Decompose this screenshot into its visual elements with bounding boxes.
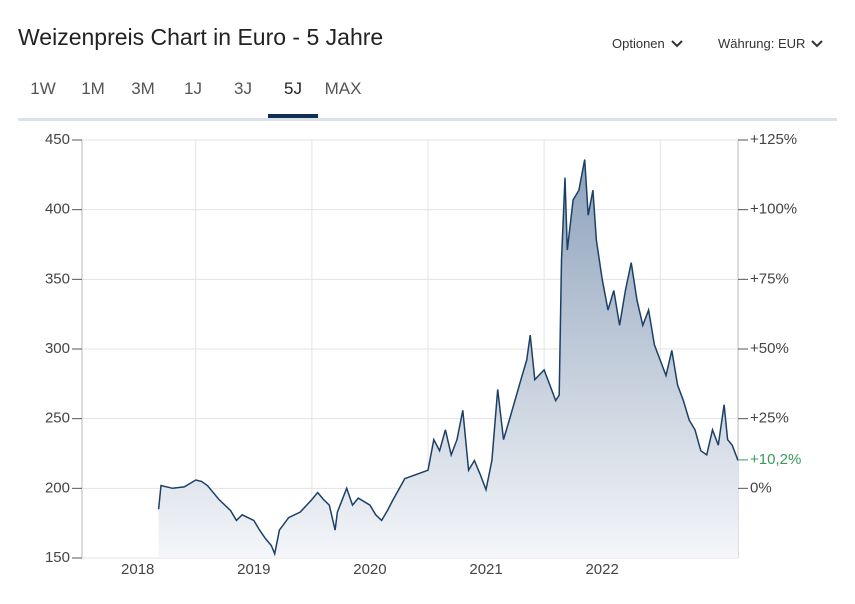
y2-tick-label: +125% xyxy=(750,131,797,148)
x-tick-label: 2019 xyxy=(237,561,270,578)
y-tick-label: 200 xyxy=(45,479,70,496)
chevron xyxy=(811,39,824,47)
y2-tick-label: +100% xyxy=(750,201,797,218)
range-tab[interactable]: 3M xyxy=(131,79,155,98)
range-tab[interactable]: 5J xyxy=(268,70,318,118)
range-tab[interactable]: 1W xyxy=(30,79,56,98)
y2-tick-label: +75% xyxy=(750,270,789,287)
range-tabs: 1W 1M 3M 1J 3J 5J MAX xyxy=(18,70,837,121)
y-tick-label: 250 xyxy=(45,410,70,427)
change-label: +10,2% xyxy=(750,451,801,468)
x-tick-label: 2021 xyxy=(469,561,502,578)
price-line xyxy=(157,159,739,557)
area-fill xyxy=(158,159,739,558)
range-tab[interactable]: 1J xyxy=(184,79,202,98)
chevron xyxy=(671,39,683,47)
y-tick-label: 400 xyxy=(45,201,70,218)
currency-menu[interactable]: Währung: EUR xyxy=(718,36,824,51)
range-tab[interactable]: MAX xyxy=(324,79,362,98)
options-menu[interactable]: Optionen xyxy=(612,36,683,51)
y-tick-label: 150 xyxy=(45,549,70,566)
y2-tick-label: +25% xyxy=(750,410,789,427)
currency-label: Währung: EUR xyxy=(718,36,806,51)
y2-tick-label: +50% xyxy=(750,340,789,357)
y-tick-label: 450 xyxy=(45,131,70,148)
page-title: Weizenpreis Chart in Euro - 5 Jahre xyxy=(18,24,384,50)
y2-tick-label: 0% xyxy=(750,479,772,496)
x-tick-label: 2020 xyxy=(353,561,386,578)
x-tick-label: 2022 xyxy=(585,561,618,578)
y-tick-label: 350 xyxy=(45,270,70,287)
range-tab[interactable]: 3J xyxy=(234,79,252,98)
y-tick-label: 300 xyxy=(45,340,70,357)
x-tick-label: 2018 xyxy=(121,561,154,578)
range-tab[interactable]: 1M xyxy=(81,79,105,98)
options-label: Optionen xyxy=(612,36,665,51)
